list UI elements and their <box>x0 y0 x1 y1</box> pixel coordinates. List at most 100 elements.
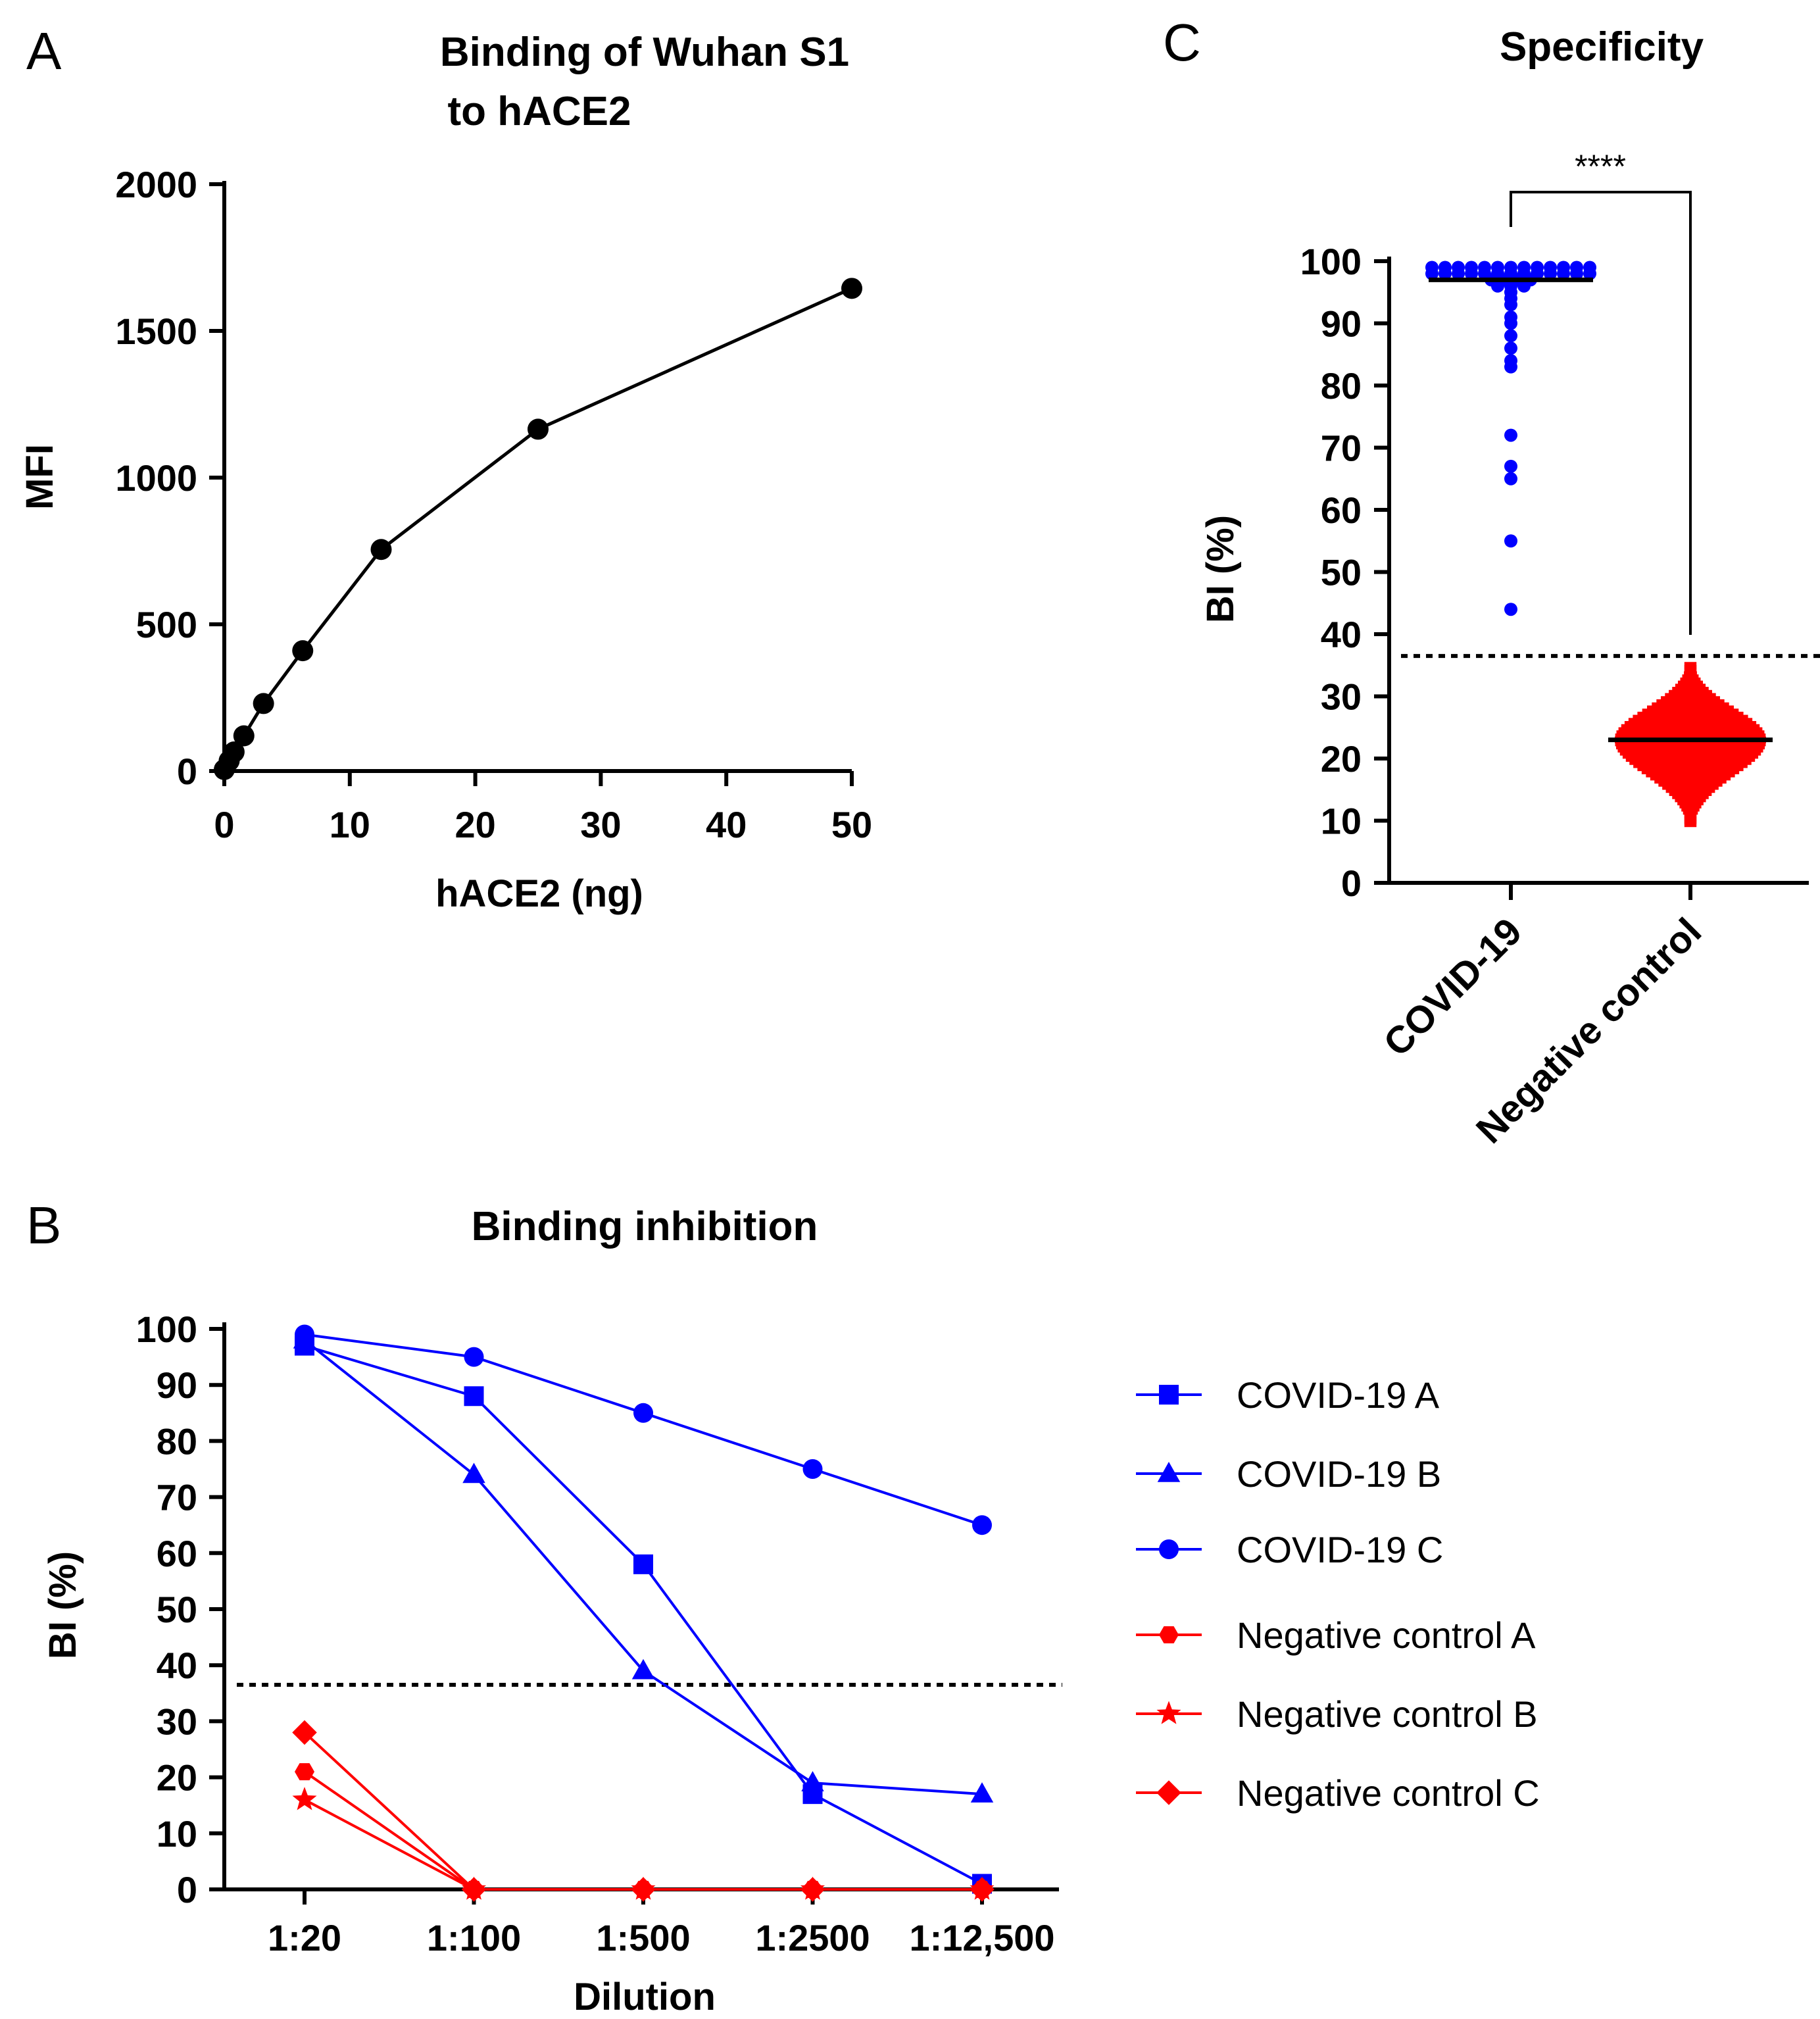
panel-b-legend-marker <box>1156 1701 1181 1724</box>
panel-b: B Binding inhibition 0 10 20 30 40 50 60 70 80 90… <box>26 1196 1540 2018</box>
panel-c-significance-bracket <box>1510 191 1692 635</box>
panel-c-label: C <box>1163 13 1201 72</box>
panel-c-y-label: BI (%) <box>1199 515 1242 623</box>
panel-a-x-label: hACE2 (ng) <box>435 872 643 915</box>
panel-b-y-tick-label: 0 <box>177 1869 197 1910</box>
panel-a-y-tick-label: 2000 <box>115 164 197 205</box>
panel-a-y-tick-label: 1000 <box>115 457 197 499</box>
panel-b-data-point <box>801 1771 824 1791</box>
panel-b-data-point <box>633 1554 653 1574</box>
panel-c-covid-point <box>1504 341 1517 355</box>
panel-c-covid-point <box>1504 261 1517 274</box>
panel-a-x-tick-label: 30 <box>580 804 621 845</box>
panel-c-y-tick-label: 10 <box>1321 801 1362 842</box>
panel-b-data-point <box>972 1515 992 1535</box>
panel-b-legend-marker <box>1159 1539 1179 1559</box>
panel-c-covid-point <box>1504 472 1517 486</box>
panel-b-data-point <box>295 1763 314 1781</box>
panel-b-series-line <box>303 1731 982 1891</box>
panel-b-x-tick-label: 1:500 <box>596 1917 690 1958</box>
panel-b-series <box>292 1324 995 1902</box>
panel-b-y-tick-label: 40 <box>157 1645 197 1686</box>
panel-b-data-point <box>464 1347 484 1367</box>
panel-a-data-point <box>528 418 549 440</box>
panel-b-y-tick-label: 20 <box>157 1757 197 1799</box>
panel-b-data-point <box>802 1459 823 1479</box>
panel-b-legend-label: Negative control A <box>1237 1614 1536 1656</box>
panel-c-covid-point <box>1504 428 1517 442</box>
panel-b-legend: COVID-19 A COVID-19 B COVID-19 C Negative c… <box>1136 1374 1540 1814</box>
panel-b-data-point <box>295 1324 314 1345</box>
panel-b-data-point <box>292 1720 317 1745</box>
panel-b-data-point <box>633 1403 653 1423</box>
panel-c: C Specificity 0 10 20 30 40 50 60 70 80 90 100 COV… <box>1163 13 1820 1152</box>
panel-c-covid-point <box>1439 261 1452 274</box>
panel-b-data-point <box>461 1877 487 1902</box>
panel-a-data-point <box>292 640 314 662</box>
panel-b-data-point <box>631 1658 655 1680</box>
panel-a-x-ticks: 0 10 20 30 40 50 <box>214 771 872 845</box>
panel-c-covid-point <box>1504 311 1517 324</box>
panel-b-legend-marker <box>1159 1385 1179 1405</box>
panel-b-legend-label: Negative control C <box>1237 1772 1540 1814</box>
panel-a-y-ticks: 0 500 1000 1500 2000 <box>115 164 224 792</box>
panel-a-data-point <box>841 278 862 299</box>
panel-b-legend-label: COVID-19 B <box>1237 1453 1441 1495</box>
panel-c-covid-point <box>1504 603 1517 616</box>
panel-b-data-point <box>292 1787 317 1810</box>
panel-c-negative-point <box>1684 662 1697 669</box>
panel-b-series-line <box>304 1333 983 1527</box>
panel-b-legend-marker <box>1159 1626 1179 1643</box>
panel-a-y-label: MFI <box>18 444 61 510</box>
panel-c-significance: **** <box>1575 148 1626 185</box>
panel-b-title: Binding inhibition <box>472 1204 818 1249</box>
panel-c-y-tick-label: 40 <box>1321 614 1362 655</box>
panel-c-title: Specificity <box>1500 24 1704 70</box>
panel-b-x-tick-label: 1:12,500 <box>909 1917 1054 1958</box>
panel-a-title-line1: Binding of Wuhan S1 <box>440 30 849 75</box>
panel-a-y-tick-label: 1500 <box>115 311 197 352</box>
panel-b-legend-marker <box>1156 1780 1181 1805</box>
panel-c-covid-point <box>1504 354 1517 368</box>
panel-b-y-tick-label: 60 <box>157 1533 197 1574</box>
panel-a: A Binding of Wuhan S1 to hACE2 050010001… <box>18 22 872 915</box>
panel-a-x-tick-label: 0 <box>214 804 234 845</box>
panel-b-x-tick-label: 1:20 <box>268 1917 341 1958</box>
panel-c-covid-point <box>1557 261 1570 274</box>
panel-b-label: B <box>26 1196 61 1255</box>
panel-c-covid-point <box>1504 534 1517 548</box>
panel-a-data-point <box>370 539 392 561</box>
panel-b-series-line <box>304 1798 982 1891</box>
panel-a-series-line <box>222 287 853 770</box>
panel-a-data-point <box>253 693 274 714</box>
panel-c-y-ticks: 0 10 20 30 40 50 60 70 80 90 100 <box>1300 241 1389 904</box>
panel-b-data-point <box>464 1386 484 1407</box>
panel-c-y-tick-label: 20 <box>1321 738 1362 780</box>
panel-b-y-label: BI (%) <box>41 1551 84 1659</box>
panel-c-y-tick-label: 0 <box>1341 862 1362 904</box>
panel-c-y-tick-label: 80 <box>1321 365 1362 407</box>
panel-c-covid-point <box>1491 261 1504 274</box>
panel-c-covid-point <box>1544 261 1557 274</box>
panel-c-points <box>1425 261 1773 828</box>
panel-b-x-tick-label: 1:2500 <box>755 1917 870 1958</box>
panel-c-covid-point <box>1531 261 1544 274</box>
panel-b-data-point <box>631 1877 656 1902</box>
panel-b-y-tick-label: 50 <box>157 1589 197 1630</box>
panel-c-y-tick-label: 100 <box>1300 241 1362 282</box>
panel-b-y-tick-label: 80 <box>157 1420 197 1462</box>
panel-b-legend-label: COVID-19 C <box>1237 1529 1443 1570</box>
panel-c-covid-point <box>1583 261 1596 274</box>
panel-c-y-tick-label: 50 <box>1321 552 1362 593</box>
panel-a-data-point <box>223 741 245 763</box>
panel-b-x-tick-label: 1:100 <box>427 1917 521 1958</box>
panel-a-series <box>214 278 862 780</box>
panel-c-y-tick-label: 30 <box>1321 676 1362 718</box>
panel-b-series-line <box>304 1344 983 1885</box>
panel-a-y-tick-label: 500 <box>136 604 197 645</box>
panel-a-x-tick-label: 40 <box>706 804 747 845</box>
panel-b-y-tick-label: 10 <box>157 1813 197 1855</box>
panel-a-title-line2: to hACE2 <box>448 89 631 134</box>
